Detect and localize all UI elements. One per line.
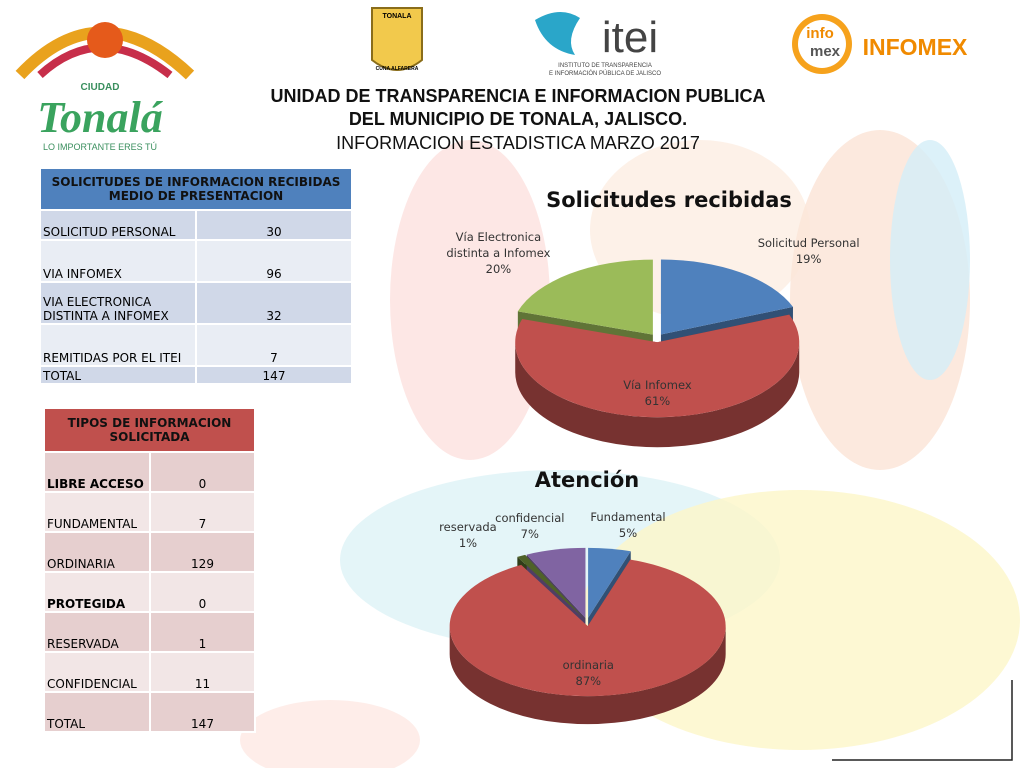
slice-category: Vía Electronica distinta a Infomex [446, 230, 551, 261]
row-value: 7 [149, 491, 256, 533]
slice-value-label: 7% [520, 527, 539, 542]
row-label: VIA INFOMEX [39, 239, 197, 283]
table-row: SOLICITUD PERSONAL 30 [39, 209, 353, 241]
slice-category: ordinaria [562, 658, 614, 673]
header-line: DEL MUNICIPIO DE TONALA, JALISCO. [348, 109, 688, 129]
logo-text: itei [602, 13, 658, 62]
table-row: LIBRE ACCESO 0 [43, 451, 256, 493]
row-value: 0 [149, 571, 256, 613]
table-row: ORDINARIA 129 [43, 531, 256, 573]
slice-label: reservada 1% [408, 519, 528, 551]
row-value: 129 [149, 531, 256, 573]
slice-label: Fundamental 5% [568, 509, 688, 541]
slice-label: Solicitud Personal 19% [749, 235, 869, 267]
slice-value-label: 1% [458, 535, 478, 550]
pie-slice [515, 314, 800, 418]
pie-slice [588, 547, 631, 618]
row-value: 147 [149, 691, 256, 733]
logo-text: INSTITUTO DE TRANSPARENCIA [558, 63, 652, 69]
chart-title: Solicitudes recibidas [546, 188, 792, 212]
row-value: 147 [195, 365, 353, 385]
table: SOLICITUDES DE INFORMACION RECIBIDAS MED… [39, 167, 353, 385]
row-label: SOLICITUD PERSONAL [39, 209, 197, 241]
slice-category: reservada [439, 519, 497, 534]
slice-category: Fundamental [590, 510, 666, 525]
logo-text: CIUDAD [81, 82, 120, 93]
pie-slice-side [515, 342, 800, 448]
header-line: UNIDAD DE TRANSPARENCIA E INFORMACION PU… [270, 86, 766, 106]
row-value: 96 [195, 239, 353, 283]
slice-value-label: 5% [618, 526, 638, 541]
table-row: TOTAL 147 [43, 691, 256, 733]
logo-text: mex [810, 43, 841, 60]
row-label: RESERVADA [43, 611, 151, 653]
table-row: PROTEGIDA 0 [43, 571, 256, 613]
slice-value-label: 61% [644, 393, 671, 408]
table-header: SOLICITUDES DE INFORMACION RECIBIDAS MED… [39, 167, 353, 211]
row-label: TOTAL [43, 691, 151, 733]
table-row: RESERVADA 1 [43, 611, 256, 653]
slice-category: confidencial [495, 511, 565, 526]
row-value: 7 [195, 323, 353, 367]
pie-slice [517, 259, 653, 335]
table-header-row: SOLICITUDES DE INFORMACION RECIBIDAS MED… [39, 167, 353, 211]
logo-text: info [806, 25, 834, 42]
row-value: 30 [195, 209, 353, 241]
row-label: VIA ELECTRONICA DISTINTA A INFOMEX [39, 281, 197, 325]
table-row: REMITIDAS POR EL ITEI 7 [39, 323, 353, 367]
chart-title: Atención [534, 468, 640, 492]
row-label: REMITIDAS POR EL ITEI [39, 323, 197, 367]
row-label: TOTAL [39, 365, 197, 385]
table-header-row: TIPOS DE INFORMACION SOLICITADA [43, 407, 256, 453]
slice-category: Solicitud Personal [757, 236, 860, 251]
table-row: CONFIDENCIAL 11 [43, 651, 256, 693]
pie-slice [517, 554, 584, 619]
row-value: 1 [149, 611, 256, 653]
pie-slice [526, 547, 586, 618]
row-value: 32 [195, 281, 353, 325]
table-row: FUNDAMENTAL 7 [43, 491, 256, 533]
logo-text: TONALA [382, 13, 411, 20]
table: TIPOS DE INFORMACION SOLICITADA LIBRE ACC… [43, 407, 256, 733]
logo-text: E INFORMACIÓN PÚBLICA DE JALISCO [549, 70, 661, 77]
row-label: FUNDAMENTAL [43, 491, 151, 533]
table-header: TIPOS DE INFORMACION SOLICITADA [43, 407, 256, 453]
logo-text: LO IMPORTANTE ERES TÚ [43, 142, 157, 152]
slice-label: confidencial 7% [470, 510, 590, 542]
logo-text: Tonalá [37, 93, 164, 142]
logo-text: CUNA ALFARERA [376, 66, 419, 72]
row-value: 0 [149, 451, 256, 493]
slice-label: Vía Infomex 61% [597, 377, 717, 409]
row-label: LIBRE ACCESO [43, 451, 151, 493]
table-row: TOTAL 147 [39, 365, 353, 385]
row-value: 11 [149, 651, 256, 693]
logo-text: INFOMEX [863, 34, 968, 60]
slice-value-label: 19% [795, 252, 822, 267]
pie-slice [449, 559, 726, 697]
pie-slice [660, 259, 793, 335]
slice-value-label: 87% [575, 674, 602, 689]
header-line: INFORMACION ESTADISTICA MARZO 2017 [336, 133, 700, 153]
slice-value-label: 20% [485, 262, 512, 277]
table-row: VIA INFOMEX 96 [39, 239, 353, 283]
row-label: ORDINARIA [43, 531, 151, 573]
slice-category: Vía Infomex [623, 377, 692, 392]
row-label: CONFIDENCIAL [43, 651, 151, 693]
slice-label: Vía Electronica distinta a Infomex 20% [438, 229, 558, 277]
pie-slice-side [449, 626, 726, 725]
table-row: VIA ELECTRONICA DISTINTA A INFOMEX 32 [39, 281, 353, 325]
slice-label: ordinaria 87% [528, 657, 648, 689]
row-label: PROTEGIDA [43, 571, 151, 613]
